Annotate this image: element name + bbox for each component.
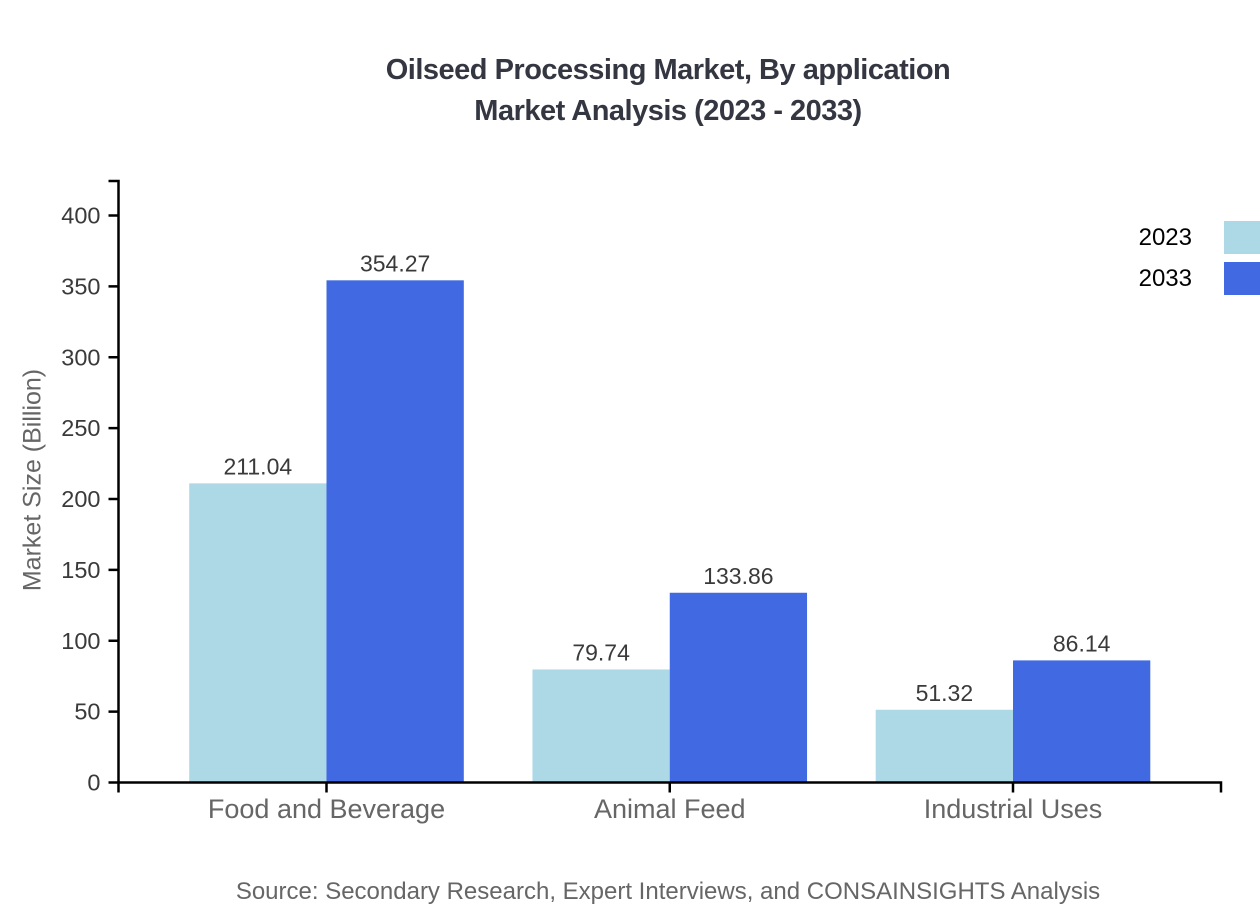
y-tick-label: 250 [61,415,100,441]
bar-value-label: 51.32 [916,680,974,706]
bar-2033-0[interactable] [326,280,464,783]
y-tick-label: 100 [61,628,100,654]
y-axis-line [108,179,120,783]
legend-item-2033[interactable]: 2033 [1139,262,1260,295]
bar-2033-2[interactable] [1013,660,1151,783]
legend-item-2023[interactable]: 2023 [1139,221,1260,254]
y-tick-label: 350 [61,273,100,299]
legend-label-2023: 2023 [1138,223,1192,251]
y-tick-label: 150 [61,557,100,583]
y-tick-label: 400 [61,203,100,229]
chart-title-line2: Market Analysis (2023 - 2033) [474,95,862,127]
y-tick-label: 200 [61,486,100,512]
x-category-label: Food and Beverage [208,794,445,824]
chart-title: Oilseed Processing Market, By applicatio… [76,50,1260,132]
bar-value-label: 133.86 [703,563,773,589]
y-tick-label: 50 [74,699,100,725]
bar-value-label: 211.04 [224,453,293,479]
source-attribution: Source: Secondary Research, Expert Inter… [235,878,1101,905]
bar-2023-1[interactable] [532,669,670,783]
bar-2023-0[interactable] [189,483,327,783]
y-tick-label: 0 [87,770,100,796]
bar-2023-2[interactable] [875,709,1013,783]
bar-2033-1[interactable] [669,592,808,783]
chart-title-line1: Oilseed Processing Market, By applicatio… [385,54,951,86]
legend-label-2033: 2033 [1138,264,1192,292]
y-tick-label: 300 [61,344,100,370]
legend-swatch-2033 [1224,262,1260,295]
legend-swatch-2023 [1224,221,1260,254]
bar-value-label: 79.74 [572,639,630,665]
x-category-label: Industrial Uses [924,794,1103,824]
x-category-label: Animal Feed [594,794,746,824]
bar-value-label: 354.27 [360,250,430,276]
bar-value-label: 86.14 [1053,630,1111,656]
